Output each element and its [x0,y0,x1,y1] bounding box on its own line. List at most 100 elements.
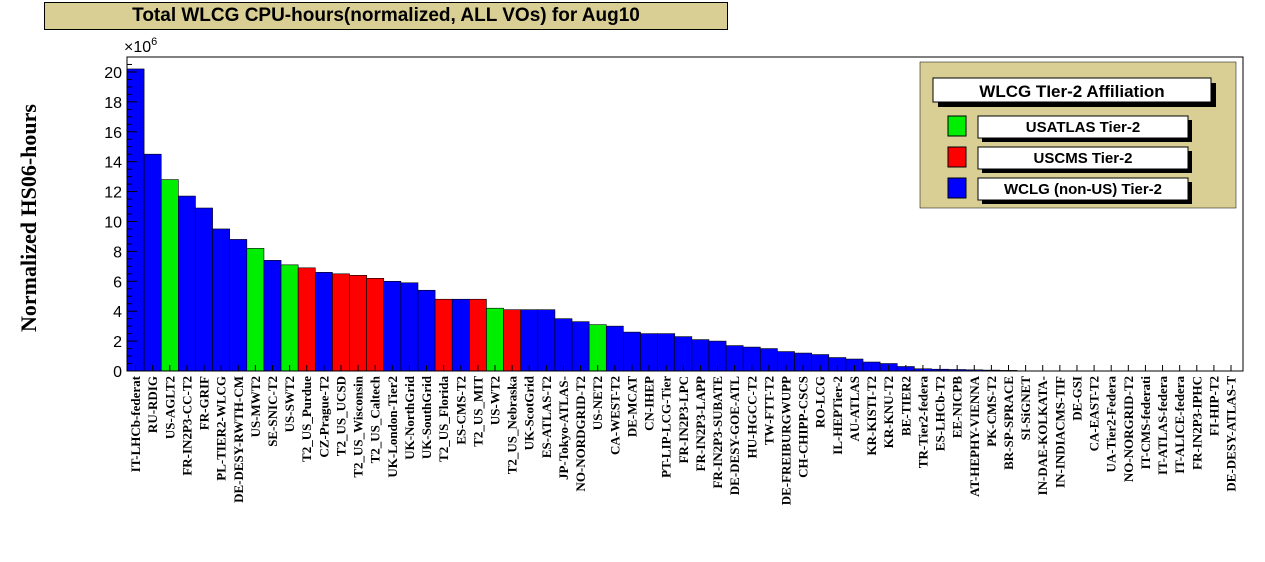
legend-swatch-USATLAS [947,115,967,137]
bar-T2_US_Wisconsin [349,274,367,372]
bar-FR-IN2P3-CC-T2 [178,195,196,372]
bar-UK-SouthGrid [417,289,436,372]
x-category-label: US-SWT2 [282,376,297,432]
legend-entry-label: USATLAS Tier-2 [1026,119,1140,136]
x-category-label: T2_US_Purdue [299,376,314,462]
x-category-label: T2_US_Caltech [368,375,383,463]
x-category-label: FR-IN2P3-IPHC [1189,376,1204,470]
x-category-label: JP-Tokyo-ATLAS- [556,376,571,480]
x-category-label: KR-KISTI-T2 [864,376,879,455]
x-category-label: FR-IN2P3-CC-T2 [179,376,194,476]
bar-NO-NORDGRID-T2 [571,321,590,372]
x-category-label: UK-SouthGrid [419,375,434,459]
x-category-label: NO-NORDGRID-T2 [573,376,588,492]
bar-T2_US_MIT [469,298,487,372]
bar-US-MWT2 [246,248,265,372]
y-tick-label: 18 [104,95,122,112]
legend: WLCG TIer-2 Affiliation USATLAS Tier-2 USC… [919,61,1237,209]
x-category-label: DE-GSI [1069,376,1084,421]
bar-DE-DESY-RWTH-CM [229,239,248,372]
x-category-label: ES-LHCb-T2 [933,376,948,451]
x-category-label: UK-London-Tier2 [385,376,400,478]
bar-JP-Tokyo-ATLAS- [554,318,573,372]
y-tick-label: 12 [104,185,122,202]
x-category-label: T2_US_Florida [436,376,451,462]
x-category-label: CA-WEST-T2 [607,376,622,455]
x-category-label: FR-IN2P3-LPC [676,376,691,463]
x-category-label: FR-IN2P3-SUBATE [710,376,725,488]
legend-entry-label: WCLG (non-US) Tier-2 [1004,181,1162,198]
y-tick-label: 16 [104,125,122,142]
x-category-label: T2_US_MIT [470,376,485,447]
legend-entry-box [977,177,1189,201]
x-category-label: RO-LCG [813,376,828,428]
x-category-label: T2_US_Nebraska [505,376,520,475]
bar-T2_US_Caltech [366,277,385,372]
axes [126,56,1244,372]
legend-swatch-WLCG [947,177,967,199]
x-category-label: PK-CMS-T2 [984,376,999,447]
x-category-labels: IT-LHCb-federat RU-RDIG US-AGLT2 FR-IN2P3-C… [128,375,1238,505]
x-category-label: RU-RDIG [145,376,160,433]
x-category-label: PT-LIP-LCG-Tier [659,376,674,478]
x-category-label: US-MWT2 [248,376,263,437]
x-category-label: UK-NorthGrid [402,375,417,460]
x-category-label: DE-DESY-ATLAS-T [1224,376,1239,492]
x-category-label: IT-LHCb-federat [128,375,143,472]
bar-US-WT2 [486,307,504,372]
y-multiplier-label: ×106 [124,36,157,56]
x-category-label: HU-HGCC-T2 [744,376,759,458]
x-category-label: CA-EAST-T2 [1087,376,1102,451]
x-category-label: NO-NORGRID-T2 [1121,376,1136,482]
x-category-label: KR-KNU-T2 [881,376,896,448]
y-tick-label: 8 [113,244,122,261]
x-category-label: CN-IHEP [642,376,657,431]
bar-US-NET2 [588,324,607,372]
x-category-label: ES-CMS-T2 [453,376,468,445]
x-category-label: AU-ATLAS [847,376,862,442]
y-axis-title: Normalized HS06-hours [16,104,41,332]
y-tick-label: 2 [113,334,122,351]
bar-T2_US_UCSD [332,273,350,372]
x-category-label: T2_US_UCSD [333,376,348,456]
bar-ES-ATLAS-T2 [537,309,556,372]
x-category-label: DE-FREIBURGWUPP [778,376,793,505]
y-axis-label: Normalized HS06-hours [16,104,41,332]
x-category-label: TW-FTT-T2 [761,376,776,445]
x-category-label: EE-NICPB [950,376,965,438]
bar-UK-London-Tier2 [383,280,402,372]
y-tick-labels: 0 2 4 6 8 10 12 14 16 18 20 [104,65,122,381]
bar-ES-CMS-T2 [451,298,470,372]
y-axis-multiplier: ×106 [124,36,157,56]
y-tick-label: 4 [113,304,122,321]
x-category-label: BR-SP-SPRACE [1001,376,1016,470]
x-category-label: UA-Tier2-Federa [1104,376,1119,473]
chart-title: Total WLCG CPU-hours(normalized, ALL VOs… [44,2,728,30]
x-category-label: IL-HEPTier-2 [830,376,845,455]
bar-US-AGLT2 [160,179,179,372]
x-category-label: UK-ScotGrid [522,375,537,450]
legend-title: WLCG TIer-2 Affiliation [979,82,1164,101]
x-category-label: SI-SiGNET [1018,376,1033,441]
x-category-label: CZ-Prague-T2 [316,376,331,458]
bar-RU-RDIG [143,153,162,372]
y-tick-label: 10 [104,214,122,231]
x-category-label: AT-HEPHY-VIENNA [967,375,982,496]
legend-swatch-USCMS [947,146,967,168]
legend-entry-label: USCMS Tier-2 [1034,150,1133,167]
y-tick-label: 14 [104,155,122,172]
bar-CZ-Prague-T2 [314,272,333,372]
x-category-label: SE-SNIC-T2 [265,376,280,447]
x-category-label: FR-GRIF [197,376,212,430]
x-category-label: US-NET2 [590,376,605,430]
x-category-label: IT-CMS-federati [1138,376,1153,470]
y-tick-label: 20 [104,65,122,82]
bar-US-SWT2 [280,264,299,372]
x-category-label: TR-Tier2-federa [915,376,930,469]
x-category-label: BE-TIER2 [898,376,913,436]
legend-title-box [932,77,1212,103]
x-category-label: PL-TIER2-WLCG [214,376,229,481]
x-category-label: IN-DAE-KOLKATA- [1035,376,1050,495]
bar-CA-WEST-T2 [605,325,624,372]
